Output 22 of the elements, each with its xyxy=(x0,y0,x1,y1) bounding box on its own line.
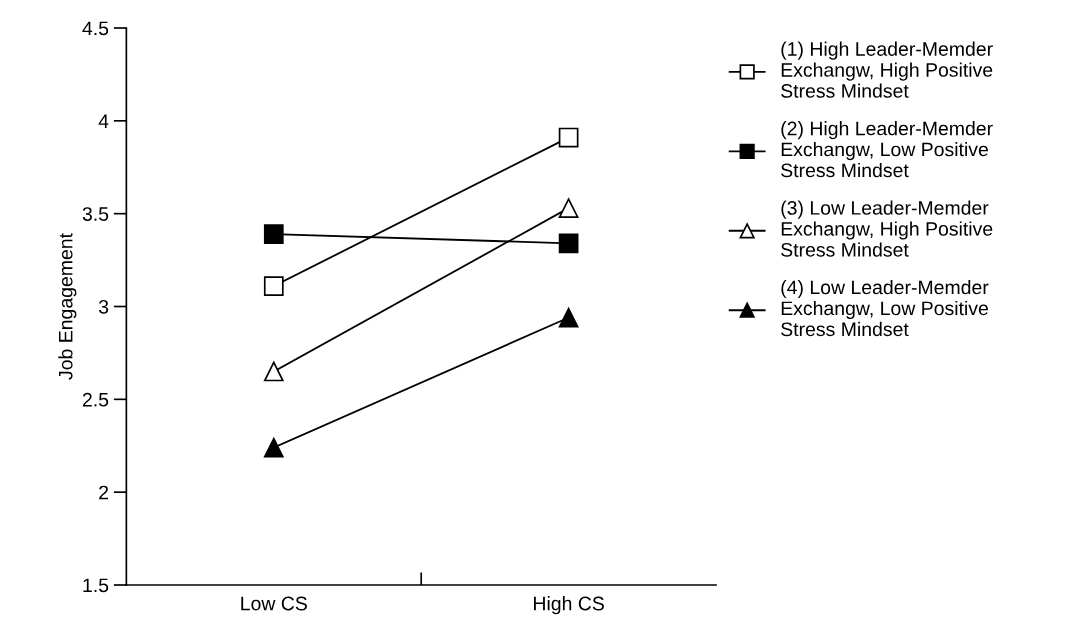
y-tick-label: 1.5 xyxy=(83,578,109,593)
legend-label: (1) High Leader-Memder Exchangw, High Positive Stress Mindset xyxy=(781,41,993,98)
point xyxy=(558,233,579,254)
point xyxy=(263,361,284,382)
y-tick-label: 2 xyxy=(99,485,109,500)
point xyxy=(263,276,284,296)
point xyxy=(263,224,284,244)
legend-label: (2) High Leader-Memder Exchangw, Low Positive Stress Mindset xyxy=(781,121,993,178)
point xyxy=(558,198,579,218)
y-tick-label: 4 xyxy=(98,114,109,128)
y-axis-title: Job Engagement xyxy=(58,233,77,380)
point xyxy=(558,127,579,148)
point xyxy=(558,307,579,328)
y-tick-label: 2.5 xyxy=(82,392,109,407)
legend-label: (4) Low Leader-Memder Exchangw, Low Positive Stress Mindset xyxy=(781,279,989,337)
y-tick-label: 3.5 xyxy=(82,207,109,221)
point xyxy=(263,437,284,458)
x-tick-label: Low CS xyxy=(241,596,307,611)
legend-label: (3) Low Leader-Memder Exchangw, High Positive Stress Mindset xyxy=(781,200,993,257)
y-tick-label: 3 xyxy=(98,299,109,314)
x-tick-label: High CS xyxy=(534,596,604,615)
y-tick-label: 4.5 xyxy=(82,21,109,36)
